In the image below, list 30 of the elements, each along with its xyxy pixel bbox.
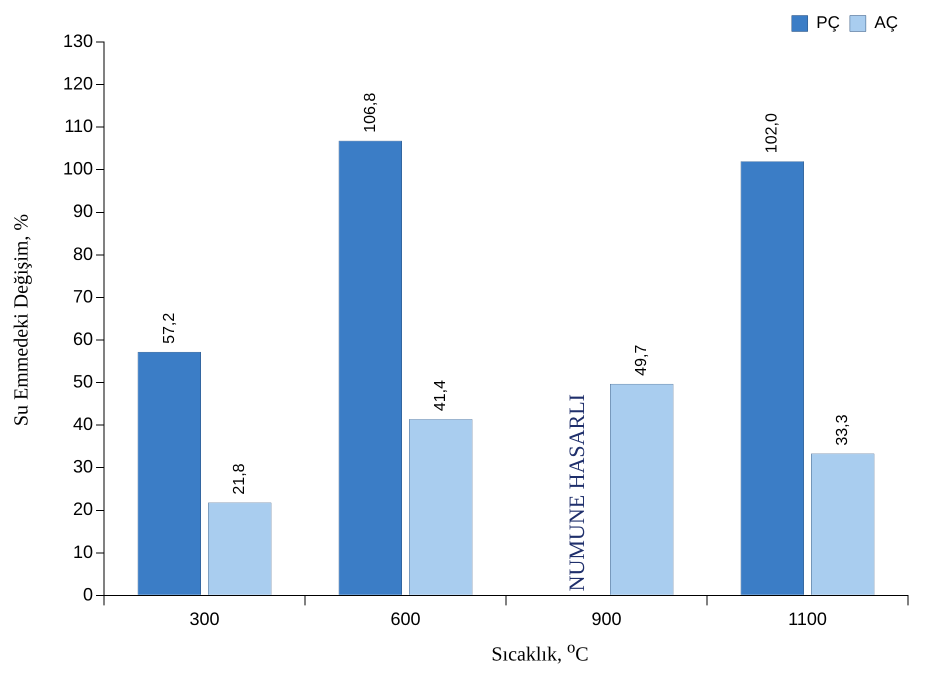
- y-tick-label: 120: [62, 74, 94, 94]
- x-axis-title: Sıcaklık, $^{o}$C: [491, 638, 589, 666]
- legend-label: AÇ: [874, 13, 898, 32]
- y-tick-label: 50: [73, 372, 94, 392]
- y-tick-label: 90: [73, 201, 94, 222]
- y-tick-label: 70: [73, 286, 94, 306]
- x-tick-label: 1100: [788, 609, 827, 630]
- x-tick-label: 600: [390, 609, 421, 630]
- y-tick-label: 130: [62, 30, 94, 51]
- y-tick-label: 110: [64, 116, 94, 136]
- y-tick-label: 100: [62, 158, 94, 179]
- data-label: 57,2: [160, 312, 178, 344]
- y-tick-label: 20: [73, 499, 94, 520]
- annotation: NUMUNE HASARLI: [564, 394, 590, 592]
- data-label: 33,3: [834, 414, 852, 446]
- y-tick-label: 80: [73, 244, 94, 264]
- data-label: 106,8: [362, 92, 379, 133]
- data-label: 21,8: [231, 463, 248, 495]
- y-axis-title: Su Emmedeki Değişim, %: [10, 214, 34, 426]
- y-tick-label: 30: [73, 456, 94, 477]
- x-tick-label: 900: [591, 609, 622, 630]
- data-label: 49,7: [633, 344, 650, 376]
- x-tick-label: 300: [190, 609, 220, 630]
- data-label: 41,4: [432, 380, 450, 412]
- y-tick-label: 40: [73, 414, 94, 434]
- legend-label: PÇ: [816, 13, 840, 32]
- y-tick-label: 60: [73, 328, 94, 349]
- y-tick-label: 0: [83, 584, 94, 604]
- y-tick-label: 10: [73, 542, 94, 562]
- data-label: 102,0: [764, 113, 781, 154]
